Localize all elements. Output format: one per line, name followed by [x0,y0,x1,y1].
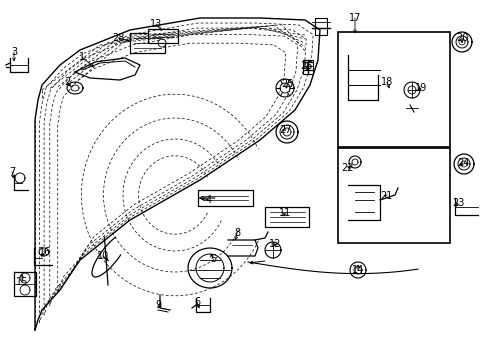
Bar [337,32,449,147]
Bar [198,190,252,206]
Text: 11: 11 [278,208,290,218]
Text: 12: 12 [268,239,281,249]
Text: 3: 3 [11,47,17,57]
Bar [337,148,449,243]
Text: 1: 1 [79,52,85,62]
Text: 5: 5 [209,254,216,264]
Text: 9: 9 [155,300,161,310]
Text: 24: 24 [456,158,468,168]
Text: 23: 23 [451,198,463,208]
Text: 19: 19 [414,83,426,93]
Text: 27: 27 [278,125,291,135]
Text: 2: 2 [64,77,70,87]
Text: 6: 6 [194,297,200,307]
Bar [264,207,308,227]
Text: 10: 10 [97,251,109,261]
Text: 15: 15 [16,277,28,287]
Text: 20: 20 [455,33,467,43]
Text: 18: 18 [380,77,392,87]
Bar [130,33,164,53]
Text: 7: 7 [9,167,15,177]
Text: 21: 21 [379,191,391,201]
Text: 16: 16 [39,247,51,257]
Text: 26: 26 [299,61,311,71]
Text: 13: 13 [149,19,162,29]
Text: 8: 8 [233,228,240,238]
Text: 4: 4 [205,195,212,205]
Text: 17: 17 [348,13,361,23]
Bar [148,29,178,43]
Text: 14: 14 [351,265,364,275]
Text: 22: 22 [341,163,353,173]
Text: 25: 25 [281,79,294,89]
Text: 28: 28 [112,33,124,43]
